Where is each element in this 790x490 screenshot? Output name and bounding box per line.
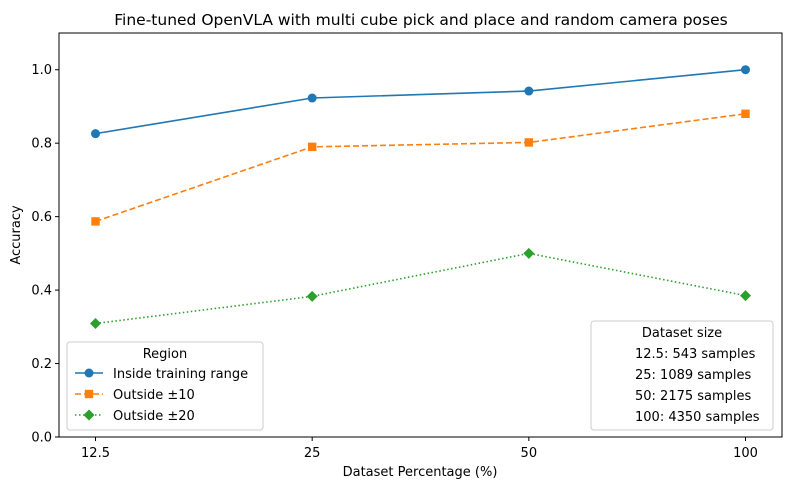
series-outside-10	[91, 109, 750, 226]
data-point	[306, 290, 318, 302]
y-axis-ticks: 0.0 0.2 0.4 0.6 0.8 1.0	[31, 63, 59, 446]
data-point	[84, 368, 94, 378]
data-point	[741, 109, 750, 118]
info-box-line: 25: 1089 samples	[635, 368, 752, 383]
series-line	[95, 113, 746, 223]
legend-item: Outside ±10	[75, 388, 195, 403]
legend-label: Inside training range	[113, 367, 248, 382]
data-point	[90, 318, 102, 330]
info-box-line: 100: 4350 samples	[635, 410, 760, 425]
plot-frame	[58, 32, 783, 438]
dataset-size-box: Dataset size 12.5: 543 samples 25: 1089 …	[590, 320, 774, 431]
legend-items: Inside training range Outside ±10 Outside …	[75, 367, 248, 424]
y-tick-label: 0.6	[31, 210, 52, 225]
info-box-title: Dataset size	[642, 326, 722, 341]
info-box-line: 12.5: 543 samples	[635, 347, 756, 362]
x-tick-label: 50	[521, 446, 538, 461]
data-point	[84, 389, 94, 399]
data-point	[739, 290, 751, 302]
y-tick-label: 1.0	[31, 63, 52, 78]
data-point	[740, 65, 750, 75]
series-outside-20	[90, 247, 751, 330]
data-point	[524, 86, 534, 96]
y-tick-label: 0.0	[31, 431, 52, 446]
x-tick-label: 25	[304, 446, 321, 461]
data-point	[523, 247, 535, 259]
y-axis-label: Accuracy	[9, 205, 24, 265]
series-line	[95, 68, 746, 135]
legend-item: Outside ±20	[75, 409, 195, 424]
x-axis-ticks: 12.5 25 50 100	[81, 437, 758, 461]
plot-area: 0.0 0.2 0.4 0.6 0.8 1.0 12.5 25 50 100	[31, 32, 783, 461]
region-legend: Region Inside training range Outside ±10 O…	[66, 341, 264, 431]
y-tick-label: 0.8	[31, 137, 52, 152]
y-tick-label: 0.4	[31, 284, 52, 299]
data-point	[91, 129, 101, 139]
data-point	[307, 142, 317, 152]
chart-title: Fine-tuned OpenVLA with multi cube pick …	[114, 11, 727, 29]
series-lines	[90, 65, 751, 330]
legend-title: Region	[143, 347, 188, 362]
series-line	[95, 252, 746, 325]
data-point	[524, 138, 534, 147]
legend-label: Outside ±10	[113, 388, 195, 403]
info-box-frame	[590, 320, 774, 431]
series-inside-training-range	[91, 65, 750, 139]
data-point	[83, 409, 95, 421]
legend-item: Inside training range	[75, 367, 248, 382]
data-point	[307, 93, 317, 103]
legend-frame	[66, 341, 264, 431]
x-tick-label: 100	[733, 446, 758, 461]
legend-label: Outside ±20	[113, 409, 195, 424]
x-axis-label: Dataset Percentage (%)	[343, 465, 498, 480]
x-tick-label: 12.5	[81, 446, 110, 461]
data-point	[91, 217, 100, 226]
info-box-line: 50: 2175 samples	[635, 389, 752, 404]
y-tick-label: 0.2	[31, 357, 52, 372]
